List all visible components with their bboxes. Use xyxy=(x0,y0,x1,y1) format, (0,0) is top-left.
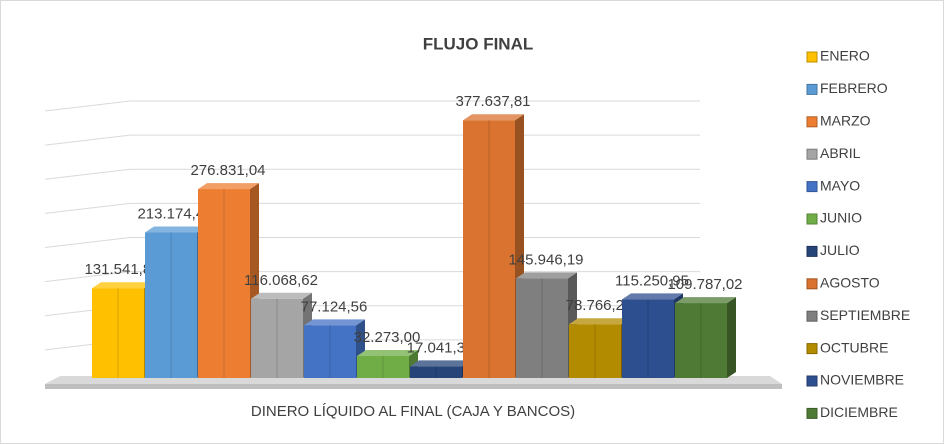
bar-top xyxy=(569,318,630,325)
bar xyxy=(410,360,471,378)
grid-line xyxy=(44,100,131,112)
legend-swatch xyxy=(806,310,818,322)
legend-swatch xyxy=(806,181,818,193)
bar xyxy=(675,297,736,378)
legend-label: MAYO xyxy=(820,177,860,193)
data-label: 17.041,30 xyxy=(407,339,474,356)
bar-top xyxy=(622,293,683,300)
bar xyxy=(622,293,683,378)
legend-swatch xyxy=(806,407,818,419)
data-label: 377.637,81 xyxy=(455,93,530,110)
legend-label: OCTUBRE xyxy=(820,339,888,355)
legend-label: JUNIO xyxy=(820,210,862,226)
legend-swatch xyxy=(806,213,818,225)
legend-label: SEPTIEMBRE xyxy=(820,307,910,323)
floor-edge xyxy=(45,384,782,389)
data-label: 109.787,02 xyxy=(667,276,742,293)
bar xyxy=(569,318,630,378)
grid-line xyxy=(44,202,131,214)
legend-label: DICIEMBRE xyxy=(820,404,898,420)
grid-line xyxy=(44,134,131,146)
bar-top xyxy=(463,114,524,121)
bar-top xyxy=(198,183,259,190)
bar xyxy=(516,272,577,378)
bar xyxy=(92,282,153,378)
bar-top xyxy=(410,360,471,367)
data-label: 78.766,22 xyxy=(566,297,633,314)
legend-label: MARZO xyxy=(820,113,871,129)
legend-swatch xyxy=(806,278,818,290)
bar-top xyxy=(516,272,577,279)
data-label: 131.541,82 xyxy=(84,261,159,278)
legend-swatch xyxy=(806,245,818,257)
legend-label: ENERO xyxy=(820,48,870,64)
legend-swatch xyxy=(806,83,818,95)
legend-swatch xyxy=(806,343,818,355)
legend-label: ABRIL xyxy=(820,145,861,161)
bar-top xyxy=(251,292,312,299)
legend-swatch xyxy=(806,51,818,63)
bar-top xyxy=(357,349,418,356)
data-label: 116.068,62 xyxy=(244,272,318,289)
x-category-label: DINERO LÍQUIDO AL FINAL (CAJA Y BANCOS) xyxy=(251,403,575,420)
data-label: 145.946,19 xyxy=(508,251,583,268)
bar-top xyxy=(145,226,206,233)
bar-side xyxy=(727,297,736,378)
grid-line xyxy=(44,168,131,180)
data-label: 213.174,49 xyxy=(137,205,212,222)
bar xyxy=(145,226,206,378)
grid-line xyxy=(44,271,131,283)
legend-label: FEBRERO xyxy=(820,80,888,96)
bar-top xyxy=(92,282,153,289)
legend-label: AGOSTO xyxy=(820,275,880,291)
bar xyxy=(304,319,365,378)
bar-top xyxy=(675,297,736,304)
data-label: 276.831,04 xyxy=(190,162,265,179)
data-label: 77.124,56 xyxy=(301,298,368,315)
legend-swatch xyxy=(806,116,818,128)
grid-line xyxy=(44,237,131,248)
data-label: 32.273,00 xyxy=(354,329,421,346)
bar xyxy=(463,114,524,378)
bar-top xyxy=(304,319,365,326)
legend-label: JULIO xyxy=(820,242,860,258)
legend-swatch xyxy=(806,375,818,387)
legend-label: NOVIEMBRE xyxy=(820,372,904,388)
chart-title: FLUJO FINAL xyxy=(423,34,534,53)
data-label: 115.250,95 xyxy=(615,272,689,289)
legend-swatch xyxy=(806,148,818,160)
